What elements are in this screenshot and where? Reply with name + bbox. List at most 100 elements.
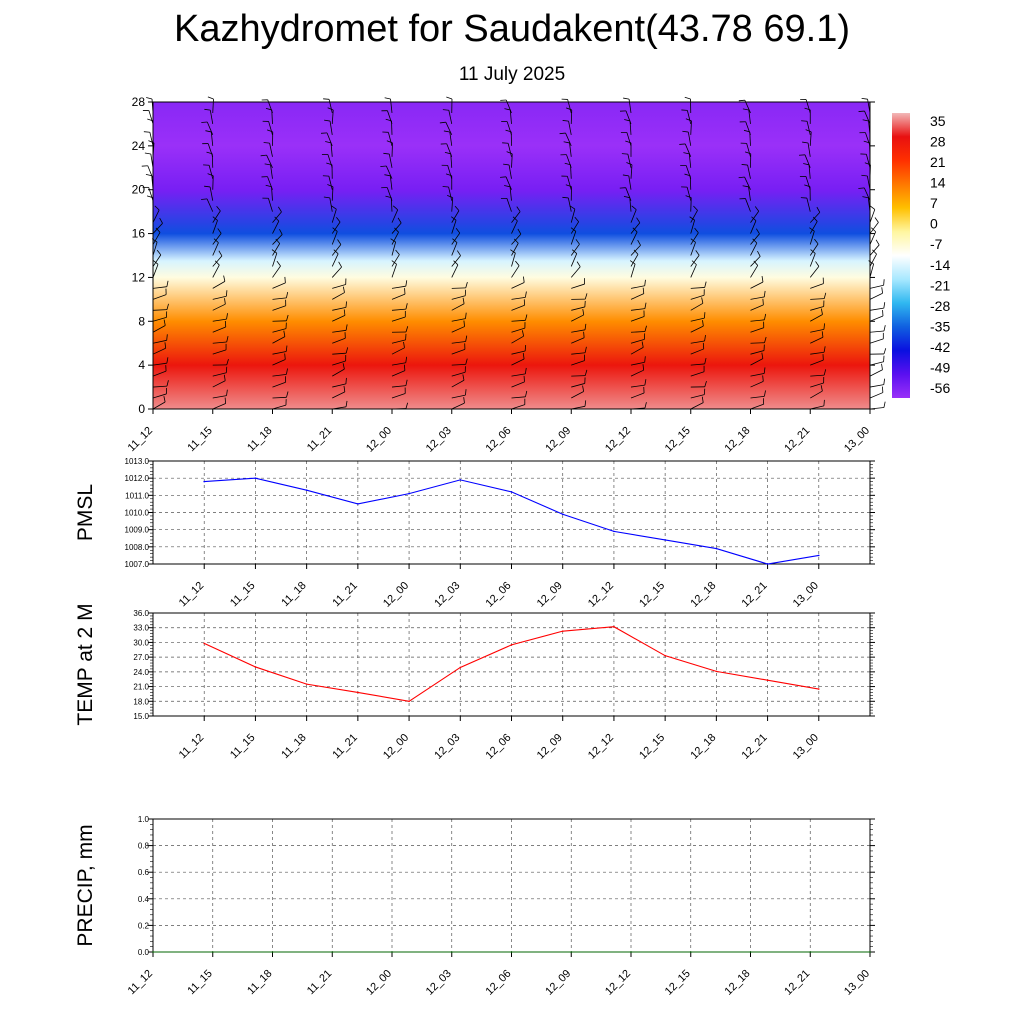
wind-barb <box>449 131 453 146</box>
wind-barb-flag <box>679 143 686 145</box>
x-tick-label: 12_15 <box>663 968 693 998</box>
wind-barb <box>451 349 466 355</box>
wind-barb-flag <box>823 323 825 330</box>
x-tick-label: 11_21 <box>305 425 335 455</box>
x-tick-label: 12_21 <box>740 580 770 610</box>
wind-barb <box>451 242 458 256</box>
x-tick-label: 11_15 <box>228 580 258 610</box>
wind-barb <box>332 292 345 300</box>
wind-barb <box>690 120 692 135</box>
x-tick-label: 12_12 <box>586 732 616 762</box>
wind-barb <box>690 402 704 410</box>
wind-barb-flag <box>685 195 692 199</box>
wind-barb <box>505 176 512 190</box>
wind-barb <box>630 164 633 179</box>
data-point <box>715 670 718 673</box>
wind-barb <box>625 187 632 201</box>
wind-barb-flag <box>874 217 879 223</box>
colorbar-label: -28 <box>930 298 950 314</box>
wind-barb <box>272 381 286 388</box>
wind-barb-flag <box>155 227 161 233</box>
wind-barb-flag <box>823 399 825 406</box>
wind-barb-flag <box>386 140 393 144</box>
wind-barb-flag <box>384 174 391 177</box>
wind-barb <box>628 99 632 114</box>
wind-barb <box>391 308 406 311</box>
wind-barb-flag <box>816 206 821 213</box>
wind-barb <box>810 336 824 344</box>
wind-barb <box>148 110 154 125</box>
colorbar-label: -21 <box>930 277 950 293</box>
wind-barb <box>332 329 347 333</box>
data-point <box>766 679 769 681</box>
wind-barb-flag <box>701 396 704 403</box>
colorbar-label: 7 <box>930 195 938 211</box>
wind-barb-flag <box>738 99 745 102</box>
wind-barb-flag <box>764 313 767 320</box>
wind-barb <box>272 396 287 399</box>
wind-barb-flag <box>265 108 272 111</box>
wind-barb <box>149 132 154 146</box>
wind-barb <box>451 232 461 245</box>
wind-barb-flag <box>626 162 633 166</box>
wind-barb-flag <box>524 345 527 352</box>
x-tick-label: 12_21 <box>782 425 812 455</box>
colorbar-label: 14 <box>930 175 946 191</box>
y-tick-label: 36.0 <box>133 609 149 618</box>
wind-barb <box>272 253 278 267</box>
wind-barb <box>750 395 765 399</box>
wind-barb-flag <box>815 261 820 267</box>
wind-barb <box>332 360 346 366</box>
wind-barb-flag <box>327 184 334 188</box>
wind-barb-flag <box>524 291 527 298</box>
wind-barb-flag <box>277 206 282 213</box>
wind-barb <box>331 231 338 245</box>
wind-barb-flag <box>522 353 525 360</box>
wind-barb <box>810 283 824 289</box>
wind-barb-flag <box>164 342 167 349</box>
wind-barb-flag <box>397 217 402 224</box>
wind-barb <box>630 263 636 278</box>
x-tick-label: 11_18 <box>279 580 309 610</box>
wind-barb <box>686 187 692 201</box>
wind-barb-flag <box>755 228 760 235</box>
x-tick-label: 12_18 <box>723 968 753 998</box>
x-tick-label: 13_00 <box>791 580 821 610</box>
wind-barb <box>807 142 811 157</box>
wind-barb-flag <box>226 313 228 320</box>
y-tick-label: 0.8 <box>138 842 150 851</box>
wind-barb <box>451 394 466 399</box>
wind-barb-flag <box>163 319 166 326</box>
wind-barb <box>206 198 214 212</box>
wind-barb-flag <box>576 261 581 267</box>
wind-barb <box>630 222 641 234</box>
wind-barb <box>511 358 525 366</box>
wind-barb <box>869 253 877 267</box>
wind-barb <box>387 110 393 125</box>
wind-barb <box>570 221 580 234</box>
wind-barb-flag <box>144 152 151 155</box>
wind-barb <box>451 303 465 311</box>
wind-barb <box>570 266 581 278</box>
wind-barb <box>570 243 580 256</box>
y-tick-label: 15.0 <box>133 712 149 721</box>
wind-barb-flag <box>689 216 695 221</box>
wind-barb-flag <box>762 298 764 305</box>
wind-barb <box>212 403 226 410</box>
wind-barb-flag <box>802 141 809 144</box>
x-tick-label: 11_21 <box>305 968 335 998</box>
wind-barb-flag <box>644 325 647 332</box>
wind-barb <box>152 393 167 399</box>
wind-barb <box>568 121 572 135</box>
wind-barb <box>152 286 167 289</box>
wind-barb-flag <box>166 380 169 387</box>
wind-barb <box>152 241 158 256</box>
wind-barb-flag <box>764 390 766 397</box>
wind-barb-flag <box>764 336 767 343</box>
y-tick-label: 24.0 <box>133 668 149 677</box>
wind-barb <box>451 197 454 212</box>
wind-barb <box>511 233 522 245</box>
wind-barb <box>152 232 161 245</box>
wind-barb-flag <box>274 216 280 222</box>
